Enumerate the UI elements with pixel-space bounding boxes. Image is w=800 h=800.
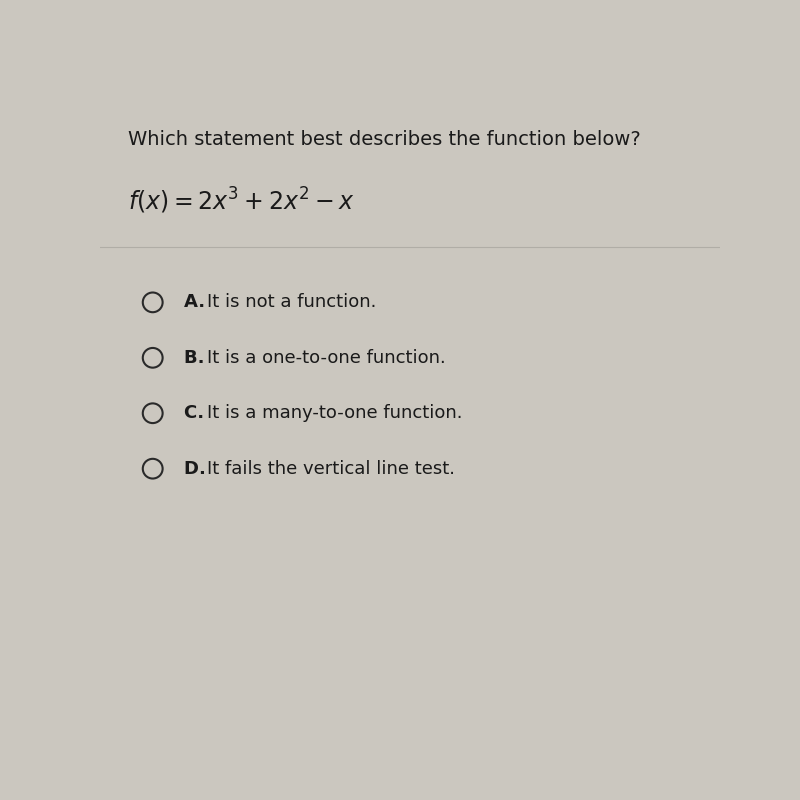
Text: Which statement best describes the function below?: Which statement best describes the funct…	[128, 130, 641, 149]
Text: It is a many-to-one function.: It is a many-to-one function.	[206, 404, 462, 422]
Text: It fails the vertical line test.: It fails the vertical line test.	[206, 460, 454, 478]
Text: C.: C.	[184, 404, 210, 422]
Text: $\mathit{f}(\mathit{x}) = 2\mathit{x}^3 + 2\mathit{x}^2 - \mathit{x}$: $\mathit{f}(\mathit{x}) = 2\mathit{x}^3 …	[128, 186, 354, 215]
Text: D.: D.	[184, 460, 212, 478]
Text: A.: A.	[184, 294, 211, 311]
Text: It is a one-to-one function.: It is a one-to-one function.	[206, 349, 446, 366]
Text: It is not a function.: It is not a function.	[206, 294, 376, 311]
Text: B.: B.	[184, 349, 210, 366]
